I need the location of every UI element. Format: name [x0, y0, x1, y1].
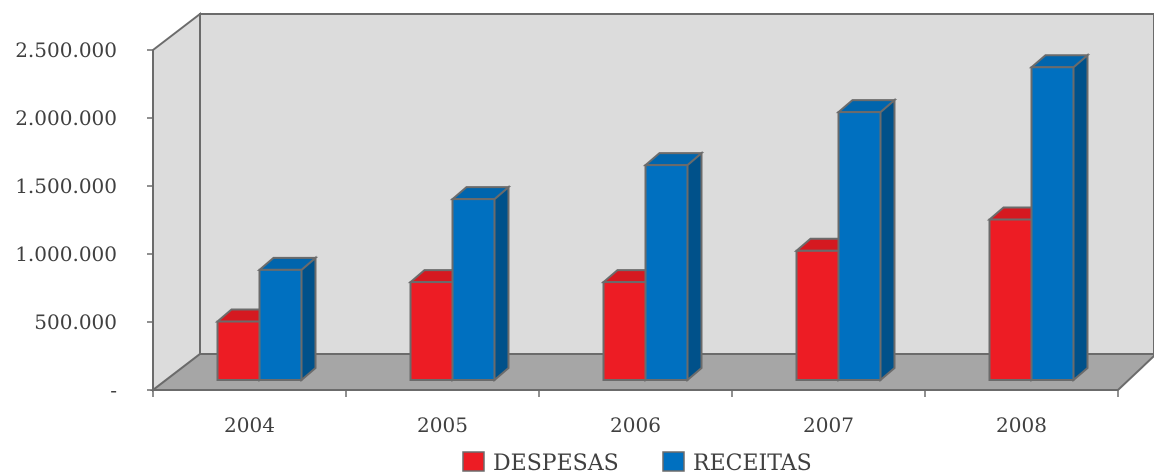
y-tick-label: 1.500.000	[15, 174, 117, 198]
legend-label: RECEITAS	[693, 451, 812, 475]
bar-front	[1030, 66, 1075, 381]
bar	[642, 150, 705, 383]
y-tick-label: 1.000.000	[15, 242, 117, 266]
x-tick-label: 2008	[996, 413, 1047, 437]
legend-item: DESPESAS	[462, 451, 619, 475]
legend: DESPESAS RECEITAS	[462, 451, 812, 475]
legend-swatch	[662, 451, 685, 472]
bar-side	[493, 184, 510, 383]
bar-front	[258, 268, 303, 381]
y-axis: - 500.000 1.000.000 1.500.000 2.000.000 2.500…	[15, 38, 153, 402]
legend-label: DESPESAS	[493, 451, 619, 475]
legend-swatch	[462, 451, 485, 472]
bar-side	[686, 150, 703, 383]
bar-side	[1072, 53, 1089, 383]
bar-front	[988, 218, 1033, 381]
bars	[214, 53, 1091, 383]
bar-side	[879, 97, 896, 383]
bar-front	[216, 320, 261, 381]
y-tick-label: 2.000.000	[15, 106, 117, 130]
bar-front	[451, 198, 496, 381]
y-tick-label: -	[110, 378, 117, 402]
bar-front	[837, 111, 882, 382]
x-tick-label: 2007	[803, 413, 854, 437]
bar	[449, 184, 512, 383]
bar-front	[644, 164, 689, 381]
bar	[256, 255, 319, 383]
y-tick-label: 2.500.000	[15, 38, 117, 62]
y-tick-label: 500.000	[34, 310, 117, 334]
bar-front	[409, 281, 454, 381]
x-tick-label: 2006	[610, 413, 661, 437]
x-axis: 2004 2005 2006 2007 2008	[152, 389, 1119, 437]
legend-item: RECEITAS	[662, 451, 812, 475]
bar-front	[602, 281, 647, 381]
bar-front	[795, 249, 840, 381]
side-wall	[152, 11, 201, 393]
bar	[835, 97, 898, 383]
bar-side	[300, 255, 317, 383]
x-tick-label: 2004	[224, 413, 275, 437]
x-tick-label: 2005	[417, 413, 468, 437]
bar	[1028, 53, 1091, 383]
